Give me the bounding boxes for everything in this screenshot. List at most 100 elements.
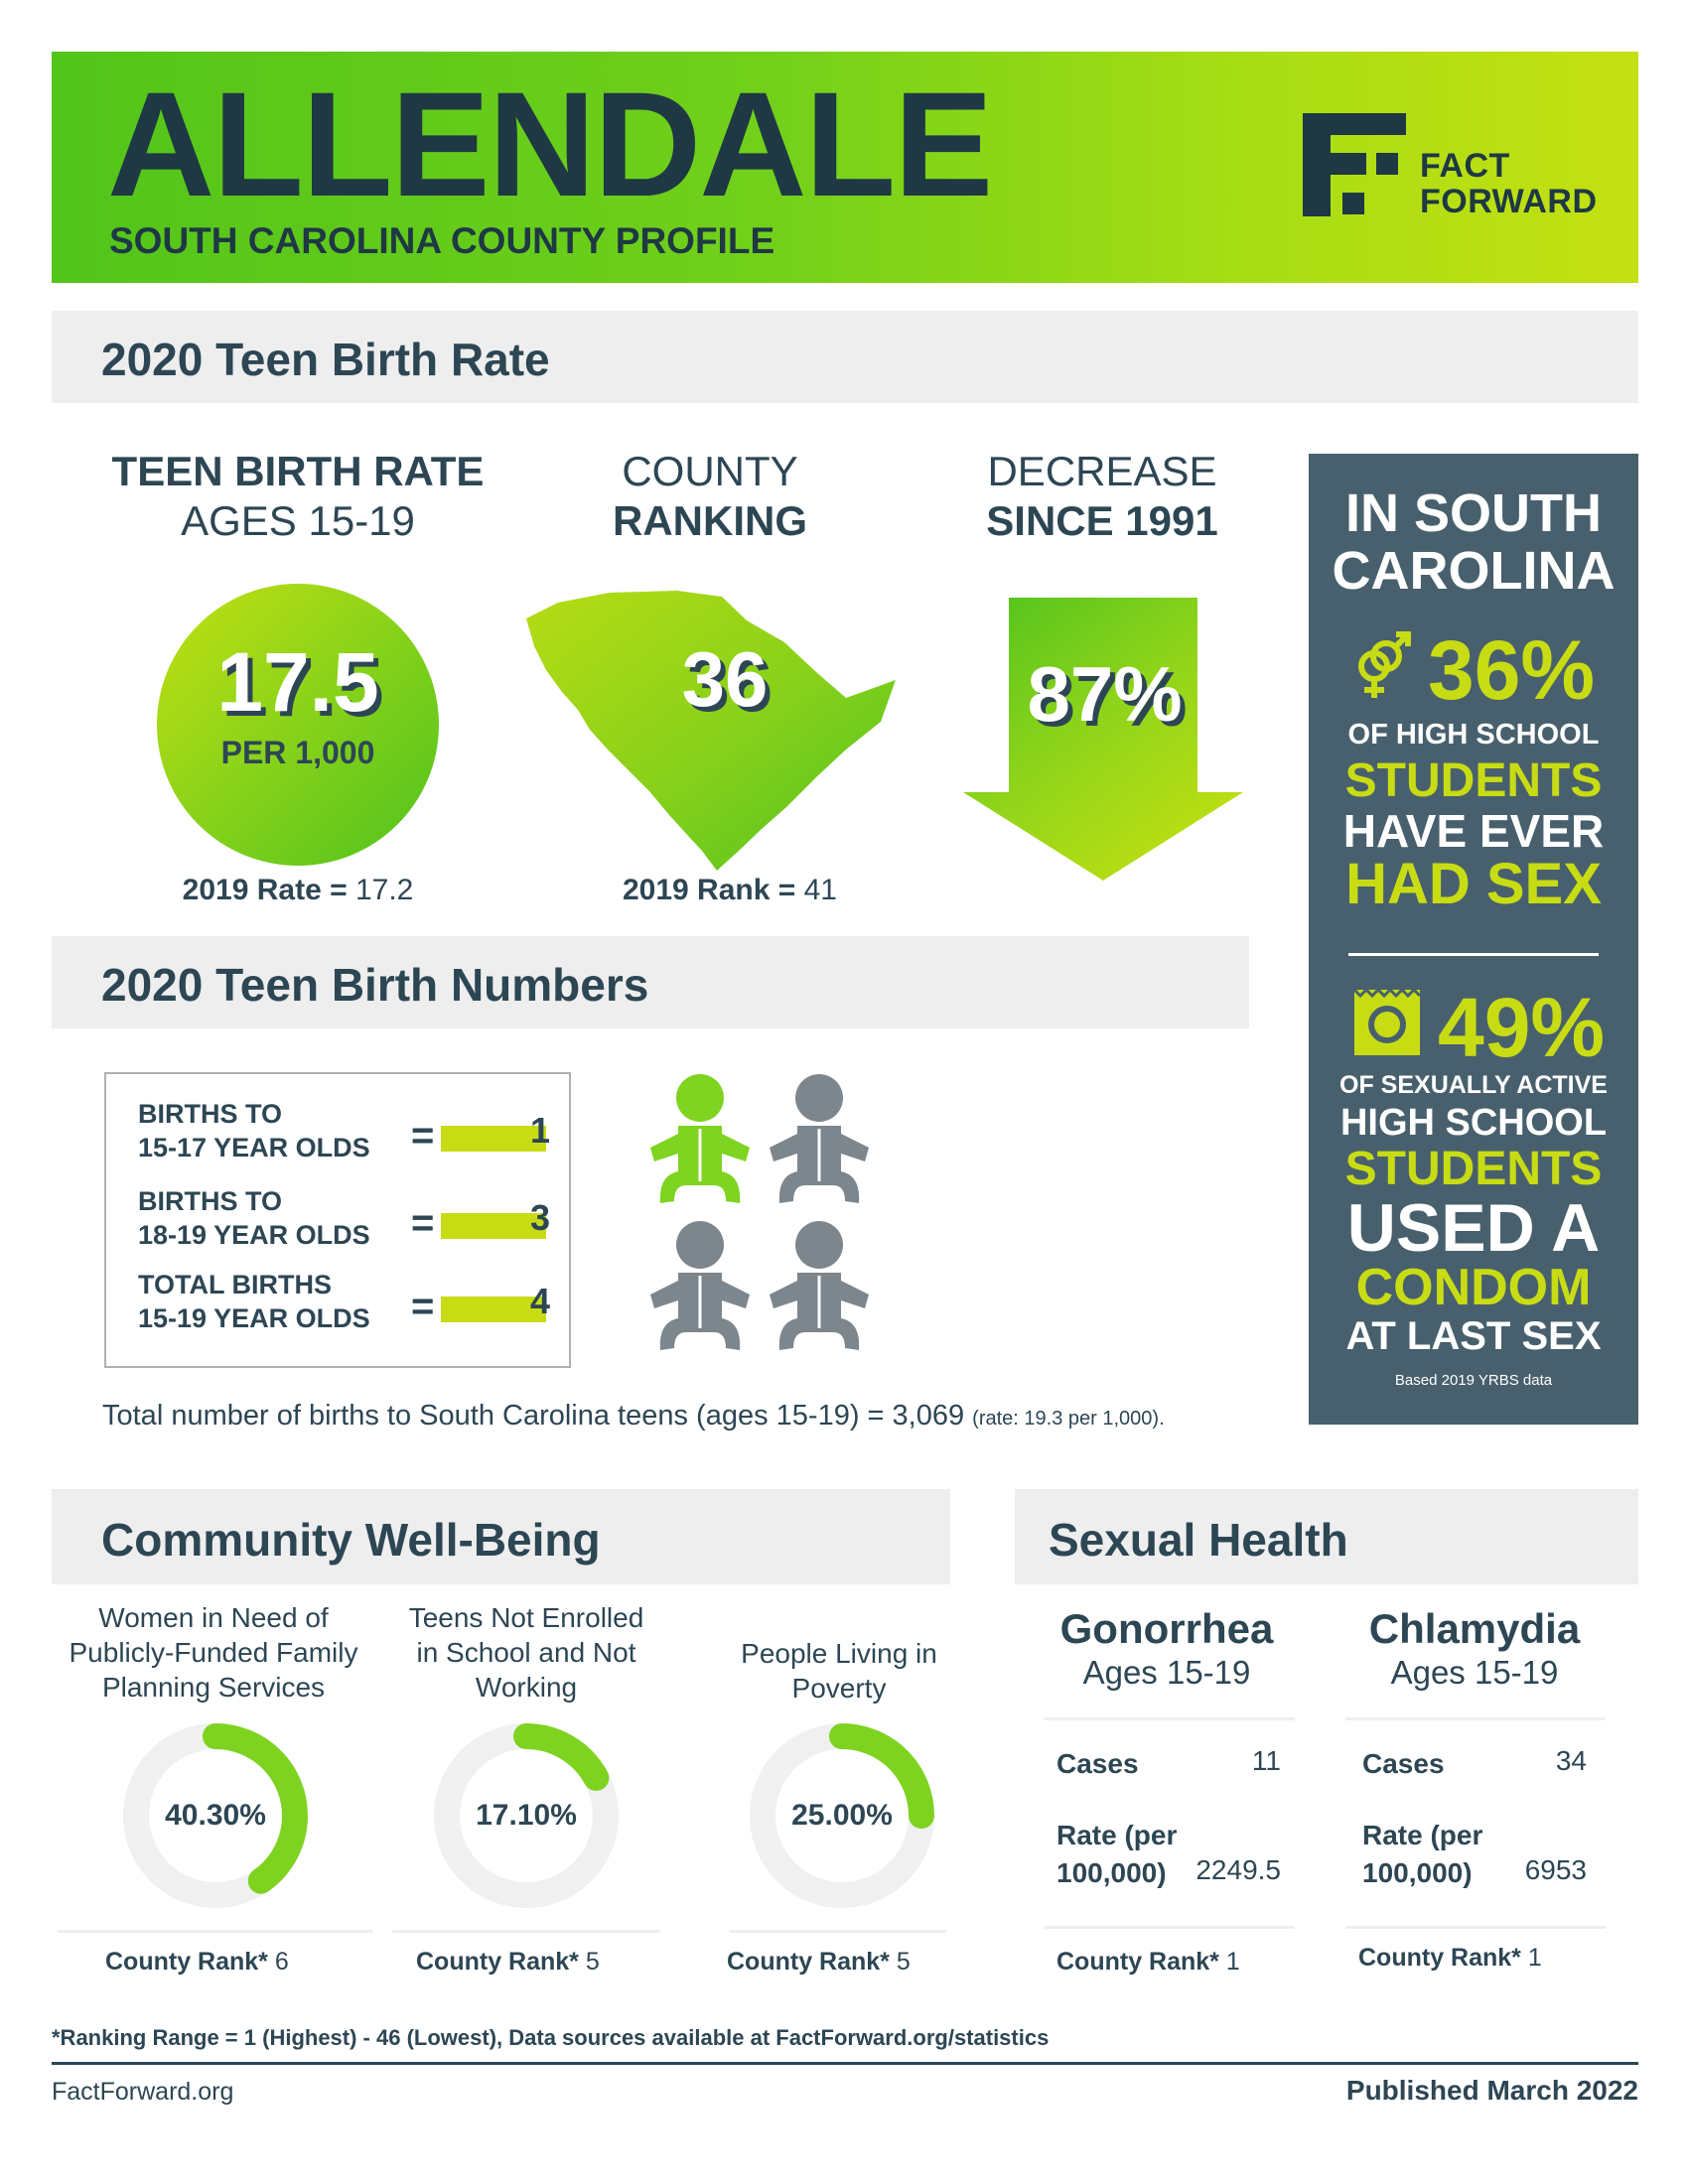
south-carolina-map-icon	[526, 591, 896, 871]
county-ranking-heading: COUNTY RANKING	[511, 447, 909, 545]
donut-value: 25.00%	[791, 1799, 893, 1832]
county-subtitle: SOUTH CAROLINA COUNTY PROFILE	[109, 220, 775, 261]
state-total-births: Total number of births to South Carolina…	[102, 1400, 1165, 1433]
rate-label: Rate (per 100,000)	[1056, 1817, 1177, 1892]
header-banner: ALLENDALE SOUTH CAROLINA COUNTY PROFILE …	[52, 52, 1638, 283]
birth-row-label-line1: BIRTHS TO	[138, 1186, 283, 1216]
state-total-text: Total number of births to South Carolina…	[102, 1400, 965, 1432]
community-title-line: Working	[475, 1672, 578, 1703]
cases-label: Cases	[1056, 1748, 1139, 1779]
disease-ages: Ages 15-19	[1082, 1654, 1251, 1691]
rate-value: 17.5	[216, 635, 379, 729]
rate-heading-line1: TEEN BIRTH RATE	[111, 448, 485, 494]
prior-rate-value: 17.2	[354, 874, 414, 906]
down-arrow-icon	[963, 598, 1243, 881]
side-panel-divider	[1348, 953, 1599, 956]
cases-label: Cases	[1362, 1748, 1445, 1779]
decrease-heading-line2: SINCE 1991	[986, 496, 1218, 544]
community-item-title: Women in Need of Publicly-Funded Family …	[55, 1600, 372, 1705]
stat2-line5: CONDOM	[1355, 1259, 1592, 1316]
disease-ages: Ages 15-19	[1390, 1654, 1559, 1691]
stat2-line3: STUDENTS	[1344, 1143, 1603, 1195]
disease-name: Chlamydia	[1368, 1605, 1581, 1652]
rate-value: 2249.5	[1196, 1854, 1281, 1885]
community-title-line: in School and Not	[416, 1637, 636, 1668]
stat1-line1: OF HIGH SCHOOL	[1347, 719, 1600, 751]
county-rank-value: 36	[681, 635, 769, 723]
community-section-bar: Community Well-Being	[52, 1489, 950, 1584]
prior-rate-label: 2019 Rate =	[182, 874, 348, 906]
stat1-line2: STUDENTS	[1344, 754, 1603, 807]
community-title-line: Planning Services	[101, 1672, 326, 1703]
county-rank-label: County Rank*	[416, 1948, 579, 1976]
county-rank: County Rank* 1	[1056, 1948, 1240, 1977]
stat2-line4: USED A	[1346, 1190, 1601, 1266]
stat2-line2: HIGH SCHOOL	[1339, 1102, 1608, 1144]
rate-label-line1: Rate (per	[1362, 1820, 1483, 1850]
rate-label-line1: Rate (per	[1056, 1820, 1178, 1850]
footer-site-link[interactable]: FactForward.org	[52, 2078, 234, 2106]
teen-birth-numbers-section-bar: 2020 Teen Birth Numbers	[52, 936, 1249, 1028]
county-rank-label: County Rank*	[105, 1948, 268, 1976]
published-date: Published March 2022	[1345, 2075, 1638, 2106]
rate-unit: PER 1,000	[220, 735, 375, 770]
stat2-line6: AT LAST SEX	[1345, 1314, 1602, 1358]
county-rank-value: 1	[1527, 1944, 1542, 1972]
birth-row-label-line2: 18-19 YEAR OLDS	[138, 1219, 370, 1250]
logo-line-forward: FORWARD	[1420, 182, 1598, 220]
community-section-title: Community Well-Being	[101, 1514, 601, 1566]
birth-row-label-line1: BIRTHS TO	[138, 1099, 283, 1129]
birth-value-bar: 1	[441, 1110, 550, 1152]
stat2-line1: OF SEXUALLY ACTIVE	[1339, 1071, 1608, 1099]
stat1-line4: HAD SEX	[1345, 852, 1602, 916]
birth-value: 4	[529, 1281, 550, 1321]
donut-arc	[123, 1723, 308, 1908]
county-title: ALLENDALE	[107, 61, 993, 227]
donut-arc	[434, 1723, 619, 1908]
divider	[1045, 1926, 1295, 1929]
decrease-value: 87%	[1027, 650, 1183, 738]
equals-sign: =	[411, 1114, 435, 1158]
birth-numbers-table: BIRTHS TO 15-17 YEAR OLDS = 1 BIRTHS TO …	[104, 1072, 571, 1368]
rate-value: 6953	[1524, 1854, 1587, 1885]
teen-birth-numbers-section-title: 2020 Teen Birth Numbers	[101, 959, 649, 1011]
rate-heading-line2: AGES 15-19	[181, 496, 415, 544]
divider	[1345, 1717, 1606, 1720]
ranking-footnote: *Ranking Range = 1 (Highest) - 46 (Lowes…	[52, 2025, 1050, 2050]
gender-symbols-icon	[1358, 631, 1411, 698]
birth-row-label: BIRTHS TO 18-19 YEAR OLDS	[138, 1185, 370, 1253]
community-title-line: Publicly-Funded Family	[69, 1637, 358, 1668]
divider	[1345, 1926, 1606, 1929]
equals-sign: =	[411, 1201, 435, 1245]
birth-row-label: BIRTHS TO 15-17 YEAR OLDS	[138, 1098, 370, 1165]
sexual-health-section-bar: Sexual Health	[1015, 1489, 1638, 1584]
rate-circle	[157, 584, 439, 866]
community-item-title: People Living in Poverty	[680, 1636, 998, 1706]
county-rank-label: County Rank*	[727, 1948, 890, 1976]
teen-birth-rate-heading: TEEN BIRTH RATE AGES 15-19	[99, 447, 496, 545]
sexual-health-section-title: Sexual Health	[1049, 1514, 1348, 1566]
cases-value: 34	[1555, 1745, 1587, 1776]
side-panel-source: Based 2019 YRBS data	[1394, 1372, 1553, 1389]
community-title-line: Teens Not Enrolled	[408, 1602, 644, 1633]
donut-arc	[750, 1723, 934, 1908]
decrease-heading-line1: DECREASE	[987, 448, 1217, 494]
birth-value-bar: 4	[441, 1281, 550, 1322]
ranking-heading-line1: COUNTY	[622, 448, 798, 494]
stat1-value: 36%	[1428, 623, 1596, 717]
county-rank: County Rank* 1	[1358, 1944, 1542, 1973]
county-rank-label: County Rank*	[1358, 1944, 1521, 1972]
side-panel-title-line2: CAROLINA	[1332, 541, 1616, 601]
birth-value: 1	[529, 1110, 550, 1151]
fact-forward-logo-icon	[1303, 113, 1406, 216]
rate-label-line2: 100,000)	[1056, 1856, 1167, 1888]
divider	[730, 1930, 946, 1933]
baby-icons-grid	[650, 1074, 869, 1350]
ranking-heading-line2: RANKING	[613, 496, 807, 544]
prior-rate: 2019 Rate = 17.2	[99, 874, 496, 907]
prior-rank-value: 41	[803, 874, 837, 906]
birth-row-label: TOTAL BIRTHS 15-19 YEAR OLDS	[138, 1269, 370, 1336]
prior-rank-label: 2019 Rank =	[622, 874, 796, 906]
disease-name: Gonorrhea	[1059, 1605, 1274, 1652]
prior-rank: 2019 Rank = 41	[556, 874, 904, 907]
